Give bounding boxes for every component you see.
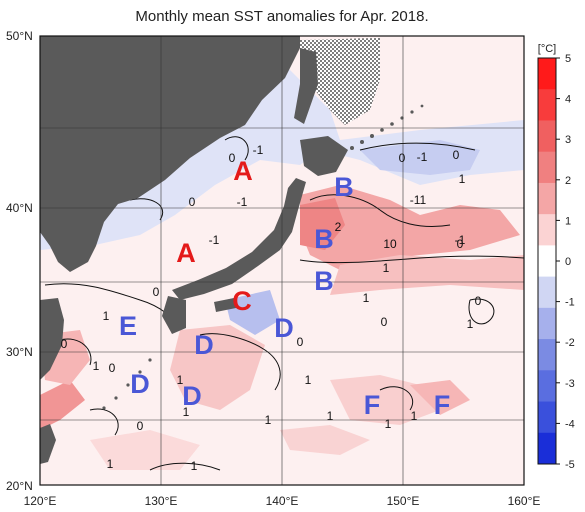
lon-label-130e: 130°E [145, 494, 178, 508]
contour-label: 1 [383, 261, 390, 275]
contour-label: -11 [410, 193, 427, 207]
contour-label: 0 [453, 148, 460, 162]
contour-label: -1 [455, 233, 466, 247]
lon-label-160e: 160°E [508, 494, 541, 508]
lat-label-40n: 40°N [6, 201, 33, 215]
region-label-d: D [194, 330, 214, 360]
contour-label: 10 [383, 237, 397, 251]
colorbar-swatch [538, 58, 556, 90]
colorbar-tick-label: -1 [565, 297, 575, 309]
contour-label: 0 [297, 335, 304, 349]
colorbar-swatch [538, 370, 556, 403]
longitude-labels: 120°E 130°E 140°E 150°E 160°E [24, 494, 541, 508]
contour-label: 1 [177, 373, 184, 387]
contour-label: 0 [457, 237, 464, 251]
map-frame [39, 35, 525, 486]
contour-label: 1 [411, 409, 418, 423]
region-label-d: D [182, 381, 202, 411]
contour-label: 0 [399, 151, 406, 165]
lon-label-120e: 120°E [24, 494, 57, 508]
colorbar-swatch [538, 89, 556, 121]
land-masses [40, 36, 424, 464]
contour-label: 1 [363, 291, 370, 305]
colorbar-swatch [538, 339, 556, 371]
colorbar: [°C] 5 4 3 2 1 0 -1 -2 -3 -4 -5 [537, 43, 575, 471]
colorbar-tick-label: -4 [565, 418, 575, 430]
colorbar-swatch [538, 182, 556, 215]
colorbar-swatch [538, 276, 556, 309]
colorbar-swatch [538, 214, 556, 246]
colorbar-swatches [538, 58, 556, 465]
region-label-c: C [232, 286, 252, 316]
lat-label-20n: 20°N [6, 479, 33, 493]
contour-label: 0 [381, 315, 388, 329]
lon-label-140e: 140°E [266, 494, 299, 508]
contour-label: 1 [459, 172, 466, 186]
contour-label: 1 [191, 459, 198, 473]
colorbar-tick-label: 5 [565, 53, 571, 65]
contour-label: 0 [137, 419, 144, 433]
region-label-d: D [274, 313, 294, 343]
colorbar-swatch [538, 401, 556, 434]
lat-label-50n: 50°N [6, 29, 33, 43]
colorbar-tick-label: 1 [565, 215, 571, 227]
colorbar-tick-label: -2 [565, 337, 575, 349]
contour-label: 1 [183, 405, 190, 419]
colorbar-ticks: 5 4 3 2 1 0 -1 -2 -3 -4 -5 [556, 53, 575, 471]
lon-label-150e: 150°E [387, 494, 420, 508]
contour-label: -1 [209, 233, 220, 247]
contour-label: 0 [229, 151, 236, 165]
region-label-f: F [364, 390, 381, 420]
colorbar-tick-label: -3 [565, 378, 575, 390]
region-label-f: F [434, 390, 451, 420]
region-label-e: E [119, 311, 137, 341]
colorbar-tick-label: -5 [565, 459, 575, 471]
contour-label: 0 [475, 294, 482, 308]
latitude-labels: 50°N 40°N 30°N 20°N [6, 29, 33, 493]
contour-label: 1 [305, 373, 312, 387]
colorbar-swatch [538, 245, 556, 278]
contour-label: -1 [417, 150, 428, 164]
region-label-b: B [314, 224, 334, 254]
colorbar-tick-label: 2 [565, 175, 571, 187]
region-label-b: B [334, 172, 354, 202]
contour-label: 0 [189, 195, 196, 209]
region-label-a: A [176, 238, 196, 268]
region-label-b: B [314, 266, 334, 296]
sea-ice-region [300, 38, 380, 125]
region-label-a: A [233, 156, 253, 186]
colorbar-unit: [°C] [538, 43, 556, 55]
contour-label: 0 [109, 361, 116, 375]
colorbar-tick-label: 3 [565, 134, 571, 146]
colorbar-tick-label: 4 [565, 94, 571, 106]
colorbar-swatch [538, 120, 556, 153]
contour-label: 1 [265, 413, 272, 427]
contour-lines [44, 136, 524, 471]
contour-label: 1 [385, 417, 392, 431]
colorbar-swatch [538, 432, 556, 465]
region-label-d: D [130, 369, 150, 399]
lat-label-30n: 30°N [6, 345, 33, 359]
graticule [40, 36, 524, 485]
contour-label: 2 [335, 220, 342, 234]
colorbar-tick-label: 0 [565, 256, 571, 268]
contour-label: -1 [237, 195, 248, 209]
colorbar-swatch [538, 151, 556, 184]
map-title: Monthly mean SST anomalies for Apr. 2018… [135, 8, 429, 25]
contour-label: 1 [327, 409, 334, 423]
contour-label: 1 [467, 317, 474, 331]
contour-label: 1 [93, 359, 100, 373]
colorbar-swatch [538, 307, 556, 340]
contour-label: 1 [103, 309, 110, 323]
contour-label: 0 [61, 337, 68, 351]
contour-label: 1 [107, 457, 114, 471]
contour-label: 0 [153, 285, 160, 299]
contour-label: -1 [253, 143, 264, 157]
